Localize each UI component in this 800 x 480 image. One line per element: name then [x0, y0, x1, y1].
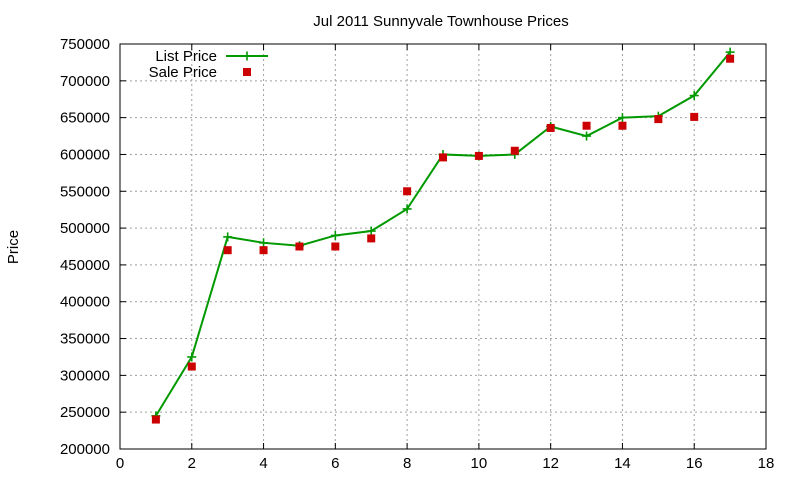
y-tick-label: 750000 — [60, 36, 110, 53]
sale-price-point — [439, 153, 447, 162]
legend-label: Sale Price — [149, 64, 217, 81]
x-tick-label: 6 — [331, 455, 339, 472]
y-tick-label: 250000 — [60, 404, 110, 421]
x-tick-label: 0 — [116, 455, 124, 472]
sale-price-point — [367, 234, 376, 243]
list-price-line — [155, 51, 731, 417]
x-tick-labels: 0 2 4 6 8 10 12 14 16 18 — [116, 455, 775, 472]
grid — [120, 44, 766, 449]
sale-price-point — [223, 246, 232, 255]
sale-price-point — [259, 246, 268, 255]
sale-price-point — [474, 151, 483, 160]
sale-price-point — [187, 362, 196, 371]
list-price-point — [402, 204, 412, 214]
sale-price-point — [546, 123, 555, 132]
list-price-point — [582, 131, 592, 141]
x-tick-label: 14 — [614, 455, 631, 472]
sale-price-point — [582, 121, 591, 130]
y-tick-label: 700000 — [60, 73, 110, 90]
sale-price-point — [654, 115, 663, 124]
list-price-point — [223, 232, 233, 242]
sale-price-point — [331, 242, 340, 251]
y-tick-label: 400000 — [60, 294, 110, 311]
y-tick-label: 300000 — [60, 367, 110, 384]
list-price-point — [689, 91, 699, 101]
y-tick-label: 350000 — [60, 331, 110, 348]
list-price-point — [187, 352, 197, 362]
sale-price-point — [690, 112, 699, 121]
x-tick-label: 2 — [188, 455, 196, 472]
sale-price-point — [618, 121, 627, 130]
y-tick-label: 450000 — [60, 257, 110, 274]
y-axis-label: Price — [5, 230, 22, 264]
y-tick-label: 500000 — [60, 220, 110, 237]
tick-marks — [119, 43, 767, 450]
list-price-point — [259, 238, 269, 248]
y-tick-label: 200000 — [60, 441, 110, 458]
legend-list-price-marker — [242, 51, 252, 61]
x-tick-label: 12 — [542, 455, 559, 472]
list-price-point — [366, 226, 376, 236]
sale-price-point — [726, 54, 735, 63]
x-tick-label: 18 — [758, 455, 775, 472]
x-tick-label: 10 — [471, 455, 488, 472]
sale-price-point — [295, 242, 304, 251]
y-tick-label: 600000 — [60, 146, 110, 163]
legend-label: List Price — [155, 48, 217, 65]
sale-price-point — [151, 415, 160, 424]
y-tick-labels: 200000 250000 300000 350000 400000 450000 5000… — [60, 36, 110, 458]
x-tick-label: 16 — [686, 455, 703, 472]
list-price-point — [617, 113, 627, 123]
sale-price-point — [403, 187, 412, 196]
x-tick-label: 8 — [403, 455, 411, 472]
plot-frame — [119, 43, 767, 450]
series — [151, 47, 735, 424]
sale-price-point — [510, 146, 519, 155]
list-price-point — [330, 230, 340, 240]
chart-title: Jul 2011 Sunnyvale Townhouse Prices — [313, 13, 568, 30]
x-tick-label: 4 — [259, 455, 267, 472]
legend-sale-price-marker — [243, 68, 251, 76]
y-tick-label: 550000 — [60, 183, 110, 200]
y-tick-label: 650000 — [60, 110, 110, 127]
